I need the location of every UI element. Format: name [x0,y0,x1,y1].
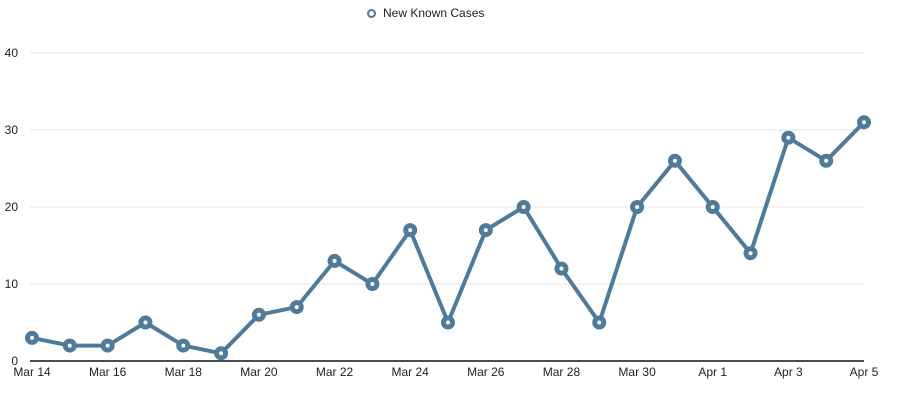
data-point[interactable] [251,307,266,322]
x-axis-tick-label: Mar 28 [543,365,581,379]
data-point[interactable] [592,315,607,330]
data-point[interactable] [781,130,796,145]
x-axis-tick-label: Mar 14 [13,365,51,379]
x-axis-tick-label: Apr 3 [774,365,803,379]
data-point[interactable] [554,261,569,276]
data-point[interactable] [630,200,645,214]
x-axis-tick-label: Mar 22 [316,365,354,379]
x-axis-tick-label: Mar 18 [165,365,203,379]
data-point[interactable] [365,277,380,291]
y-axis-tick-label: 10 [5,277,19,291]
x-axis-tick-label: Mar 26 [467,365,505,379]
data-point[interactable] [62,338,77,353]
legend-marker-icon [367,8,376,18]
data-point[interactable] [289,300,304,315]
y-axis-tick-label: 40 [5,46,19,60]
data-point[interactable] [743,246,758,261]
legend[interactable]: New Known Cases [367,6,484,20]
x-axis-tick-label: Apr 1 [698,365,727,379]
data-point[interactable] [176,338,191,353]
data-point[interactable] [214,346,229,361]
data-point[interactable] [25,330,39,345]
y-axis-tick-label: 30 [5,123,19,137]
legend-label: New Known Cases [383,6,485,20]
data-point[interactable] [327,253,342,268]
data-point[interactable] [667,153,682,168]
data-point[interactable] [705,200,720,214]
data-point[interactable] [441,315,455,330]
y-axis-tick-label: 0 [11,354,18,368]
data-point[interactable] [403,223,418,238]
data-point[interactable] [478,223,493,238]
x-axis-tick-label: Mar 16 [89,365,127,379]
data-point[interactable] [516,200,531,214]
data-point[interactable] [100,338,115,353]
data-point[interactable] [138,315,153,330]
x-axis-tick-label: Mar 30 [618,365,656,379]
data-point[interactable] [857,115,871,130]
data-point[interactable] [819,153,834,168]
x-axis-tick-label: Mar 24 [392,365,430,379]
y-axis-tick-label: 20 [5,200,19,214]
x-axis-tick-label: Mar 20 [240,365,278,379]
x-axis-tick-label: Apr 5 [850,365,879,379]
